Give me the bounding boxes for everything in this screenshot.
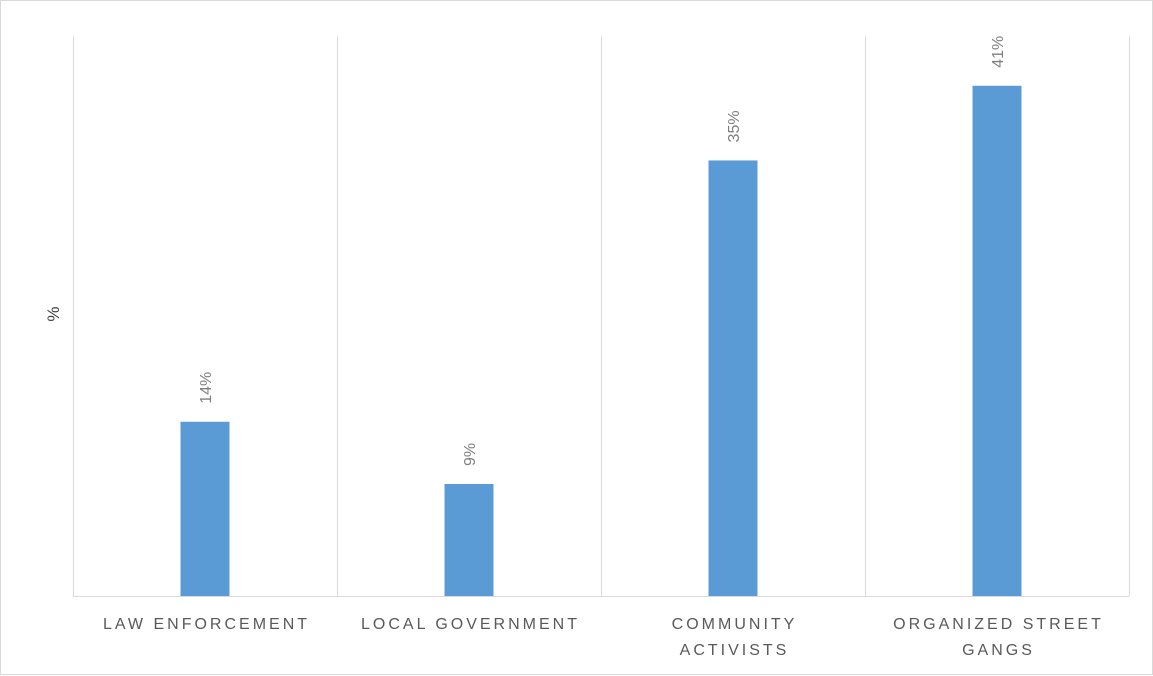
category-label: GANGS bbox=[962, 642, 1035, 659]
gridlines bbox=[73, 36, 1130, 597]
y-axis-title: % bbox=[44, 306, 63, 321]
data-label: 41% bbox=[990, 36, 1007, 68]
data-labels: 14% 9% 35% 41% bbox=[198, 36, 1007, 466]
bar bbox=[444, 484, 494, 596]
category-label: ORGANIZED STREET bbox=[893, 616, 1104, 633]
bar bbox=[180, 421, 230, 596]
category-label: LOCAL GOVERNMENT bbox=[361, 616, 580, 633]
category-label: LAW ENFORCEMENT bbox=[103, 616, 310, 633]
data-label: 9% bbox=[462, 443, 479, 466]
data-label: 35% bbox=[726, 110, 743, 142]
category-label: COMMUNITY bbox=[672, 616, 798, 633]
data-label: 14% bbox=[198, 372, 215, 404]
bar bbox=[708, 160, 758, 596]
bar bbox=[972, 85, 1022, 597]
bars bbox=[180, 85, 1022, 597]
category-labels: LAW ENFORCEMENT LOCAL GOVERNMENT COMMUNITY… bbox=[103, 616, 1104, 659]
category-label: ACTIVISTS bbox=[680, 642, 790, 659]
